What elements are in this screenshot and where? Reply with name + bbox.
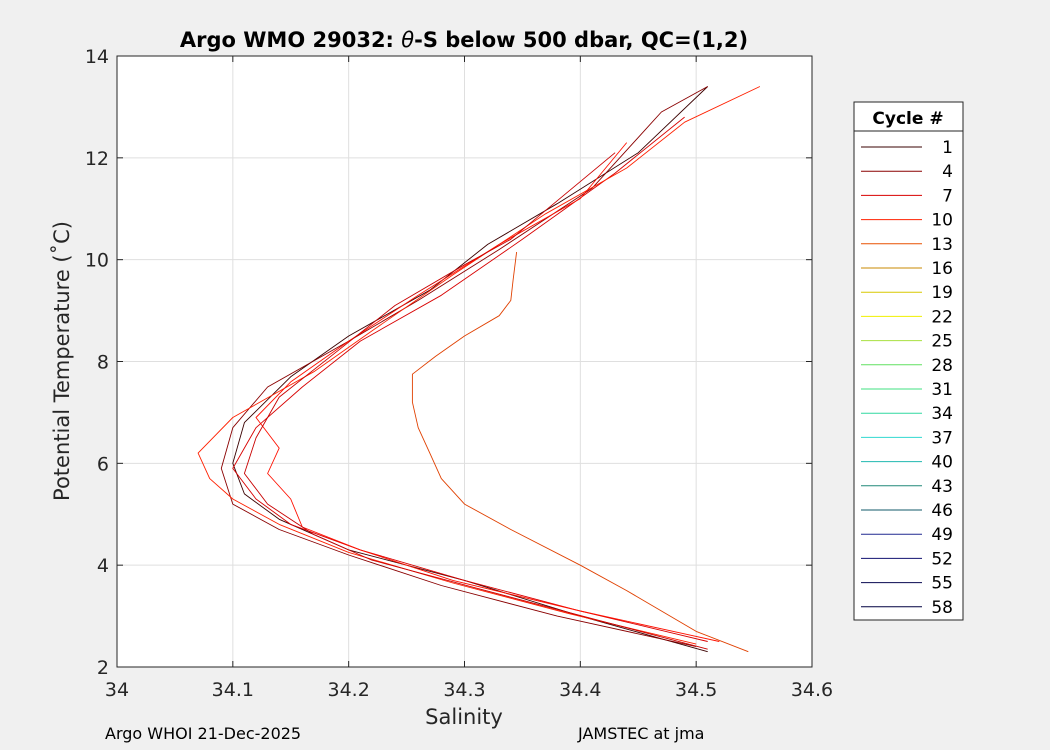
y-tick-label: 8 (97, 352, 109, 374)
series-line-4 (255, 142, 720, 642)
series-layer (197, 86, 761, 653)
legend-label: 40 (931, 453, 953, 473)
x-axis-label: Salinity (425, 705, 503, 729)
legend-label: 16 (931, 259, 953, 279)
series-line-5 (243, 152, 708, 650)
legend-label: 31 (931, 380, 953, 400)
x-tick-label: 34.4 (559, 679, 601, 701)
series-line-6 (411, 251, 749, 653)
x-tick-label: 34.1 (212, 679, 254, 701)
legend-label: 52 (931, 549, 953, 569)
legend-label: 55 (931, 574, 953, 594)
x-tick-label: 34.6 (791, 679, 833, 701)
series-line-0 (232, 86, 709, 653)
x-tick-label: 34.5 (675, 679, 717, 701)
y-tick-label: 14 (85, 46, 109, 68)
legend-label: 13 (931, 235, 953, 255)
y-tick-label: 4 (97, 555, 109, 577)
y-axis-label: Potential Temperature (˚C) (50, 221, 74, 501)
legend-label: 19 (931, 283, 953, 303)
y-tick-labels: 2 4 6 8 10 12 14 (85, 46, 109, 679)
x-tick-label: 34.3 (443, 679, 485, 701)
legend-label: 43 (931, 477, 953, 497)
legend-label: 49 (931, 525, 953, 545)
legend-label: 10 (931, 211, 953, 231)
y-tick-label: 6 (97, 453, 109, 475)
y-tick-label: 2 (97, 657, 109, 679)
series-line-1 (220, 86, 708, 648)
series-line-2 (232, 116, 708, 642)
y-tick-label: 10 (85, 250, 109, 272)
legend: Cycle # 1 4 7 10 13 16 19 22 25 28 31 34 37 40 43 46 49 5… (853, 101, 964, 621)
legend-entries: 1 4 7 10 13 16 19 22 25 28 31 34 37 40 43 46 49 52 55 58 (861, 138, 953, 618)
legend-label: 22 (931, 307, 953, 327)
footer-left-note: Argo WHOI 21-Dec-2025 (105, 724, 302, 743)
chart-title: Argo WMO 29032: θ-S below 500 dbar, QC=(… (180, 28, 748, 52)
legend-label: 1 (942, 138, 953, 158)
x-tick-labels: 34 34.1 34.2 34.3 34.4 34.5 34.6 (105, 679, 833, 701)
x-tick-label: 34 (105, 679, 129, 701)
title-suffix: -S below 500 dbar, QC=(1,2) (414, 28, 748, 52)
legend-label: 46 (931, 501, 953, 521)
legend-label: 4 (942, 162, 953, 182)
title-theta: θ (401, 28, 414, 52)
legend-box (853, 101, 964, 621)
plot-frame (116, 55, 813, 668)
y-tick-label: 12 (85, 148, 109, 170)
legend-label: 28 (931, 356, 953, 376)
legend-label: 37 (931, 428, 953, 448)
legend-label: 34 (931, 404, 953, 424)
legend-label: 58 (931, 598, 953, 618)
legend-title: Cycle # (872, 109, 943, 129)
x-tick-label: 34.2 (328, 679, 370, 701)
footer-right-note: JAMSTEC at jma (578, 724, 705, 743)
title-prefix: Argo WMO 29032: (180, 28, 401, 52)
legend-label: 7 (942, 186, 953, 206)
legend-label: 25 (931, 332, 953, 352)
